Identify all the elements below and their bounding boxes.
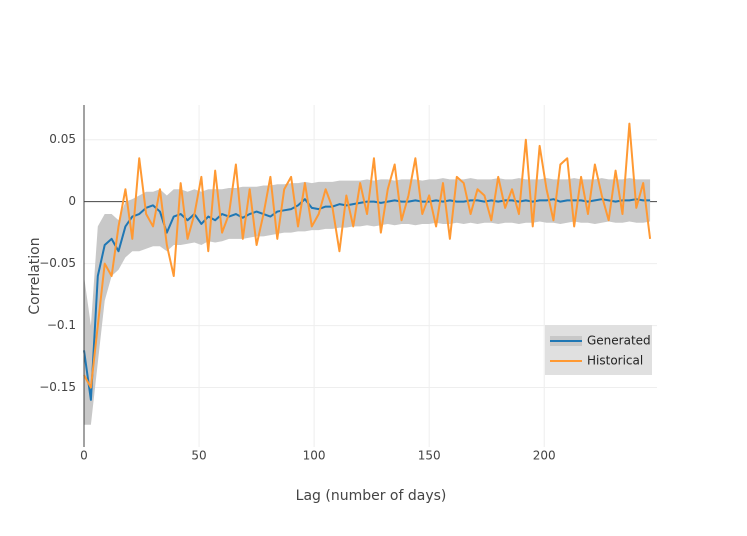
y-tick-label: 0 [68,194,76,208]
series-line [83,122,652,389]
legend-label: Historical [587,354,643,368]
y-tick-label: −0.1 [47,318,76,332]
x-tick-label: 0 [80,449,88,463]
x-axis-title: Lag (number of days) [296,488,447,504]
y-axis-title: Correlation [27,237,43,314]
confidence-band [84,178,651,425]
x-tick-label: 150 [418,449,441,463]
legend-label: Generated [587,334,651,348]
y-tick-label: −0.15 [39,380,76,394]
y-tick-label: 0.05 [49,132,76,146]
x-tick-label: 100 [303,449,326,463]
legend-box [545,325,652,375]
y-tick-label: −0.05 [39,256,76,270]
x-tick-label: 200 [533,449,556,463]
x-tick-label: 50 [191,449,206,463]
